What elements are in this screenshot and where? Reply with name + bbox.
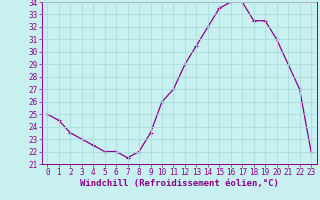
X-axis label: Windchill (Refroidissement éolien,°C): Windchill (Refroidissement éolien,°C): [80, 179, 279, 188]
